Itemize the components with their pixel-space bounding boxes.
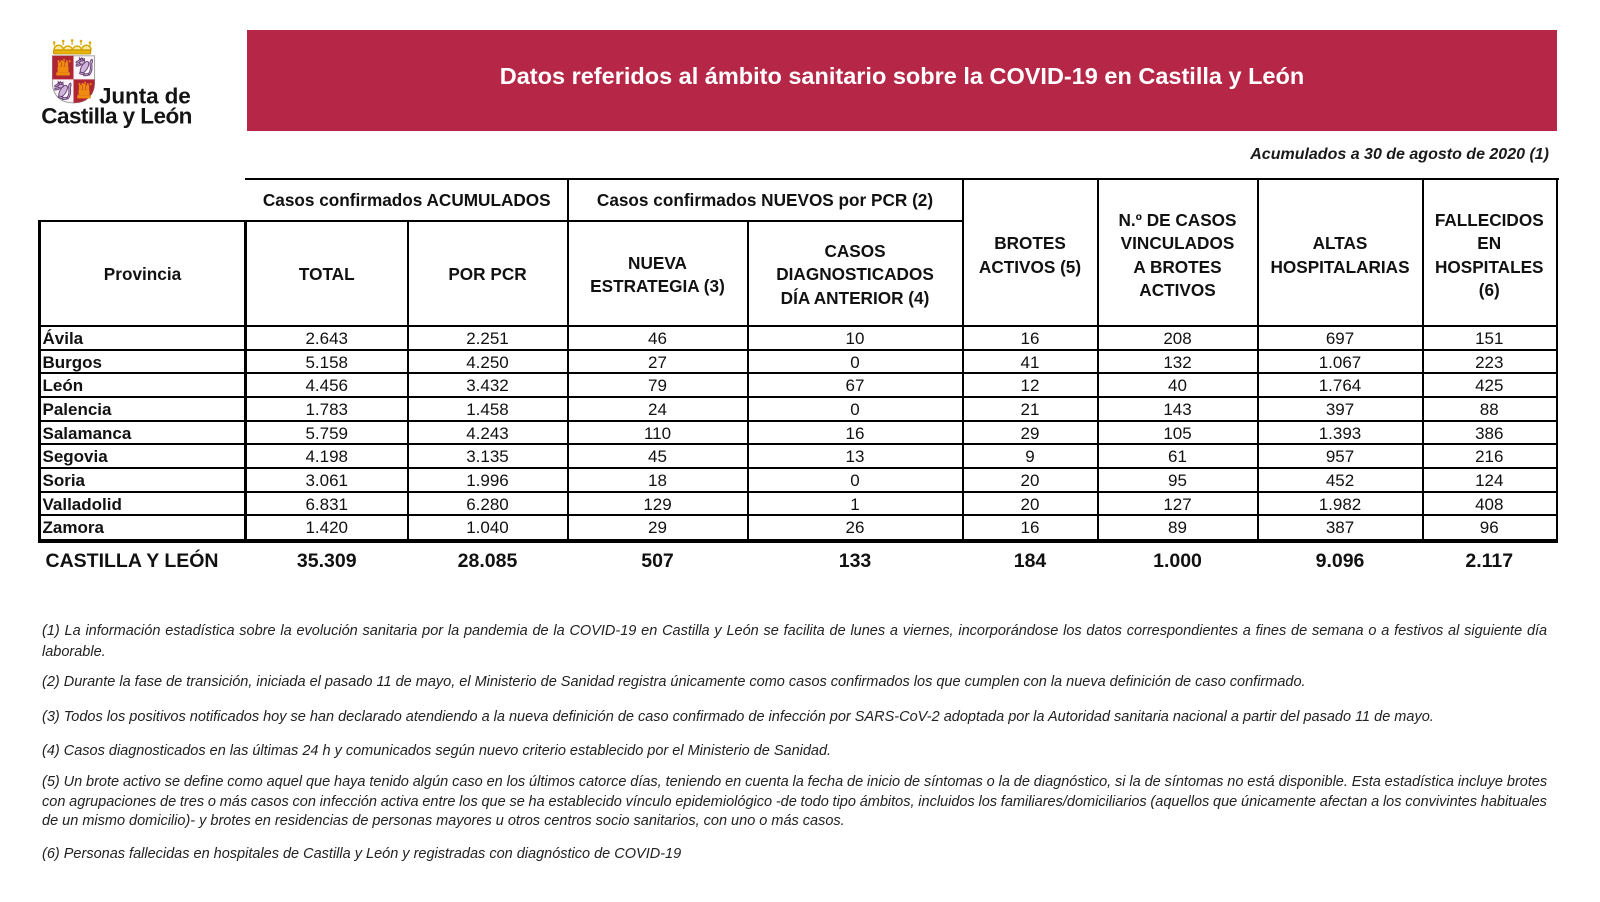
svg-text:Castilla y León: Castilla y León bbox=[41, 104, 192, 129]
svg-text:Junta de: Junta de bbox=[99, 84, 191, 109]
